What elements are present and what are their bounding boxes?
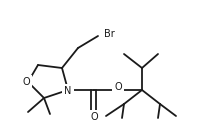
Text: O: O (90, 112, 98, 122)
Text: O: O (22, 77, 30, 87)
Text: O: O (114, 82, 122, 92)
Text: Br: Br (104, 29, 115, 39)
Text: N: N (64, 86, 72, 96)
